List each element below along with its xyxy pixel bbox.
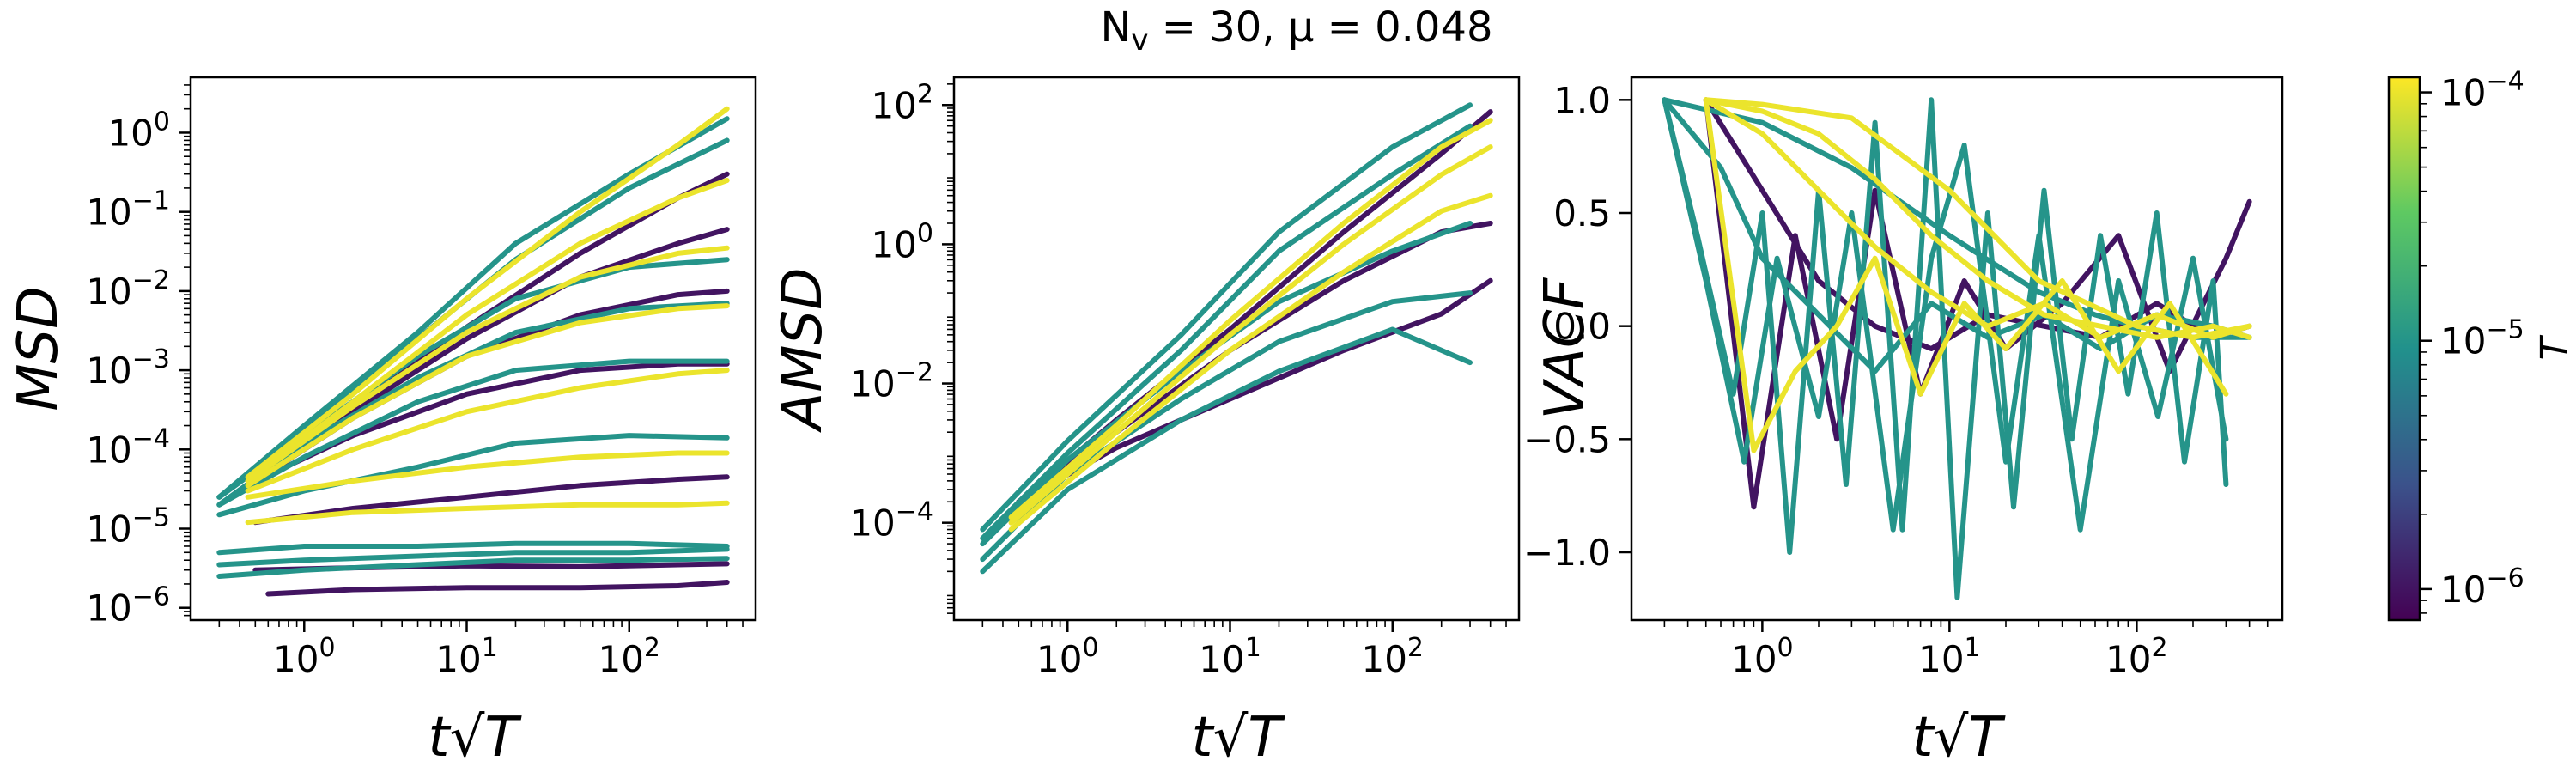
x-axis-label: t√T: [1192, 706, 1286, 770]
x-tick-label: 101: [1918, 633, 1981, 680]
series-group: [1662, 97, 2252, 600]
y-tick-label: −0.5: [1523, 418, 1611, 460]
colorbar-tick-label: 10−6: [2440, 563, 2524, 611]
series-line-21: [245, 178, 730, 484]
colorbar-tick-label: 10−4: [2440, 67, 2524, 114]
series-line-6: [980, 123, 1473, 541]
y-tick-label: 10−2: [86, 265, 170, 313]
figure-title: Nv = 30, μ = 0.048: [1100, 3, 1492, 58]
y-tick-label: 10−2: [849, 358, 933, 405]
series-line-6: [1703, 97, 2229, 453]
series-line-9: [216, 540, 730, 556]
y-tick-label: 10−4: [86, 423, 170, 471]
series-line-7: [980, 102, 1473, 533]
x-tick-label: 102: [2105, 633, 2168, 680]
colorbar-label: T: [2533, 334, 2576, 360]
x-tick-label: 101: [435, 633, 498, 680]
x-axis-label: t√T: [1912, 706, 2007, 770]
series-group: [216, 106, 730, 597]
series-line-8: [1008, 192, 1493, 533]
x-tick-label: 101: [1199, 633, 1261, 680]
series-line-7: [1703, 97, 2252, 340]
y-tick-label: 10−4: [849, 497, 933, 545]
y-tick-label: 10−6: [86, 582, 170, 630]
series-line-10: [216, 433, 730, 518]
colorbar-tick-label: 10−5: [2440, 315, 2524, 362]
x-axis-label: t√T: [428, 706, 523, 770]
series-line-7: [216, 556, 730, 579]
x-tick-label: 102: [598, 633, 660, 680]
vacf-panel: 100 101 102 1.0 0.5 0.0 −0.5 −1.0 t√T VACF: [1523, 76, 2284, 770]
series-line-11: [216, 358, 730, 508]
y-tick-label: 100: [871, 218, 933, 265]
y-tick-label: 10−5: [86, 503, 170, 551]
y-axis-label: VACF: [1534, 277, 1597, 419]
y-tick-label: 10−3: [86, 344, 170, 392]
colorbar: 10−6 10−5 10−4 T: [2387, 67, 2576, 622]
series-line-2: [252, 474, 730, 526]
series-line-3: [980, 326, 1473, 575]
x-tick-label: 100: [273, 633, 336, 680]
y-tick-label: 0.0: [1553, 306, 1611, 348]
series-line-16: [245, 500, 730, 526]
series-line-9: [1703, 97, 2252, 340]
series-line-2: [1662, 97, 2229, 600]
series-group: [980, 102, 1493, 575]
series-line-9: [1008, 144, 1493, 526]
y-tick-label: 100: [107, 107, 170, 154]
plot-frame: [1630, 76, 2284, 622]
series-line-8: [216, 546, 730, 568]
y-tick-label: 0.5: [1553, 192, 1611, 234]
y-axis-label: AMSD: [771, 268, 835, 434]
y-tick-label: 10−1: [86, 186, 170, 234]
series-line-0: [265, 580, 730, 597]
series-line-10: [1008, 118, 1493, 520]
y-tick-label: 1.0: [1553, 79, 1611, 121]
series-line-19: [245, 303, 730, 489]
series-line-17: [245, 450, 730, 500]
plot-frame: [952, 76, 1521, 622]
x-tick-label: 102: [1361, 633, 1424, 680]
series-line-20: [245, 245, 730, 484]
msd-panel: 100 101 102 10−6 10−5 10−4 10−3 10−2 10−1 100 t√T M…: [7, 76, 757, 770]
series-line-18: [245, 368, 730, 494]
y-tick-label: −1.0: [1523, 532, 1611, 574]
series-line-5: [980, 221, 1473, 547]
colorbar-ticks: 10−6 10−5 10−4: [2420, 67, 2524, 614]
colorbar-gradient: [2387, 76, 2421, 622]
series-line-22: [245, 106, 730, 480]
y-axis-label: MSD: [7, 286, 70, 411]
amsd-panel: 100 101 102 10−4 10−2 100 102 t√T AMSD: [771, 76, 1521, 770]
x-tick-label: 100: [1036, 633, 1099, 680]
x-tick-label: 100: [1731, 633, 1794, 680]
plot-frame: [189, 76, 757, 622]
y-tick-label: 102: [871, 79, 933, 126]
